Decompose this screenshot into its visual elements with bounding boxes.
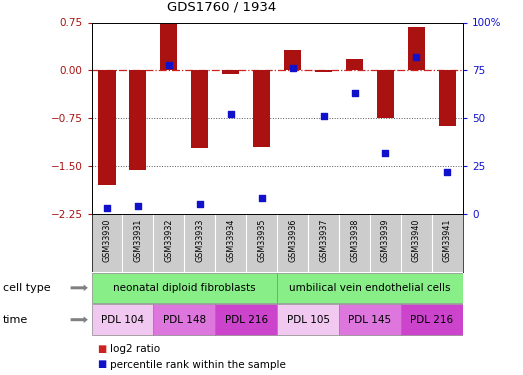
- Text: PDL 216: PDL 216: [225, 315, 268, 325]
- Bar: [277, 304, 339, 335]
- Text: GSM33938: GSM33938: [350, 218, 359, 262]
- Text: percentile rank within the sample: percentile rank within the sample: [110, 360, 286, 369]
- Bar: [98, 70, 116, 185]
- Text: PDL 105: PDL 105: [287, 315, 329, 325]
- Text: time: time: [3, 315, 28, 325]
- Bar: [401, 304, 463, 335]
- Bar: [346, 59, 363, 70]
- Bar: [315, 70, 332, 72]
- Bar: [339, 304, 401, 335]
- Point: [443, 169, 451, 175]
- Text: GSM33932: GSM33932: [164, 218, 174, 262]
- Bar: [129, 70, 146, 170]
- Bar: [222, 70, 240, 74]
- Point: [257, 195, 266, 201]
- Bar: [284, 50, 301, 70]
- Point: [103, 205, 111, 211]
- Text: ■: ■: [97, 360, 106, 369]
- Text: GSM33931: GSM33931: [133, 218, 142, 262]
- Text: PDL 148: PDL 148: [163, 315, 206, 325]
- Text: ■: ■: [97, 344, 106, 354]
- Text: GSM33941: GSM33941: [443, 218, 452, 262]
- Bar: [92, 273, 277, 303]
- Bar: [253, 70, 270, 147]
- Bar: [153, 304, 215, 335]
- Point: [165, 62, 173, 68]
- Text: GSM33937: GSM33937: [319, 218, 328, 262]
- Text: GSM33939: GSM33939: [381, 218, 390, 262]
- Text: GSM33940: GSM33940: [412, 218, 421, 262]
- Bar: [377, 70, 394, 118]
- Text: umbilical vein endothelial cells: umbilical vein endothelial cells: [289, 283, 451, 293]
- Point: [320, 113, 328, 119]
- Text: neonatal diploid fibroblasts: neonatal diploid fibroblasts: [113, 283, 256, 293]
- Point: [381, 150, 390, 156]
- Text: GSM33930: GSM33930: [103, 218, 111, 262]
- Text: GDS1760 / 1934: GDS1760 / 1934: [167, 0, 276, 13]
- Text: GSM33933: GSM33933: [195, 218, 204, 262]
- Text: GSM33936: GSM33936: [288, 218, 297, 262]
- Bar: [92, 304, 153, 335]
- Point: [196, 201, 204, 207]
- Text: GSM33935: GSM33935: [257, 218, 266, 262]
- Text: GSM33934: GSM33934: [226, 218, 235, 262]
- Bar: [408, 27, 425, 70]
- Text: log2 ratio: log2 ratio: [110, 344, 160, 354]
- Bar: [215, 304, 277, 335]
- Point: [350, 90, 359, 96]
- Bar: [277, 273, 463, 303]
- Bar: [161, 24, 177, 70]
- Point: [134, 203, 142, 209]
- Text: PDL 104: PDL 104: [101, 315, 144, 325]
- Point: [226, 111, 235, 117]
- Text: PDL 216: PDL 216: [411, 315, 453, 325]
- Text: PDL 145: PDL 145: [348, 315, 392, 325]
- Point: [289, 65, 297, 71]
- Bar: [439, 70, 456, 126]
- Point: [412, 54, 420, 60]
- Text: cell type: cell type: [3, 283, 50, 293]
- Bar: [191, 70, 208, 148]
